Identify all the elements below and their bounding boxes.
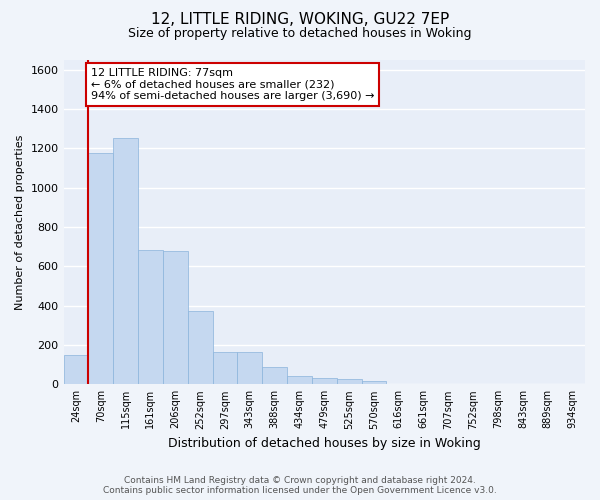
Text: 12 LITTLE RIDING: 77sqm
← 6% of detached houses are smaller (232)
94% of semi-de: 12 LITTLE RIDING: 77sqm ← 6% of detached… [91, 68, 374, 101]
Text: Contains HM Land Registry data © Crown copyright and database right 2024.
Contai: Contains HM Land Registry data © Crown c… [103, 476, 497, 495]
Bar [188, 310, 212, 384]
Y-axis label: Number of detached properties: Number of detached properties [15, 134, 25, 310]
Bar [163, 250, 188, 384]
Bar [238, 352, 262, 384]
Bar [362, 381, 386, 384]
Text: 12, LITTLE RIDING, WOKING, GU22 7EP: 12, LITTLE RIDING, WOKING, GU22 7EP [151, 12, 449, 28]
Bar [262, 366, 287, 384]
Bar [312, 378, 337, 384]
Bar [287, 376, 312, 384]
Bar [337, 380, 362, 384]
Bar [138, 250, 163, 384]
Bar [212, 352, 238, 384]
Bar [64, 355, 88, 384]
X-axis label: Distribution of detached houses by size in Woking: Distribution of detached houses by size … [168, 437, 481, 450]
Text: Size of property relative to detached houses in Woking: Size of property relative to detached ho… [128, 28, 472, 40]
Bar [113, 138, 138, 384]
Bar [88, 154, 113, 384]
